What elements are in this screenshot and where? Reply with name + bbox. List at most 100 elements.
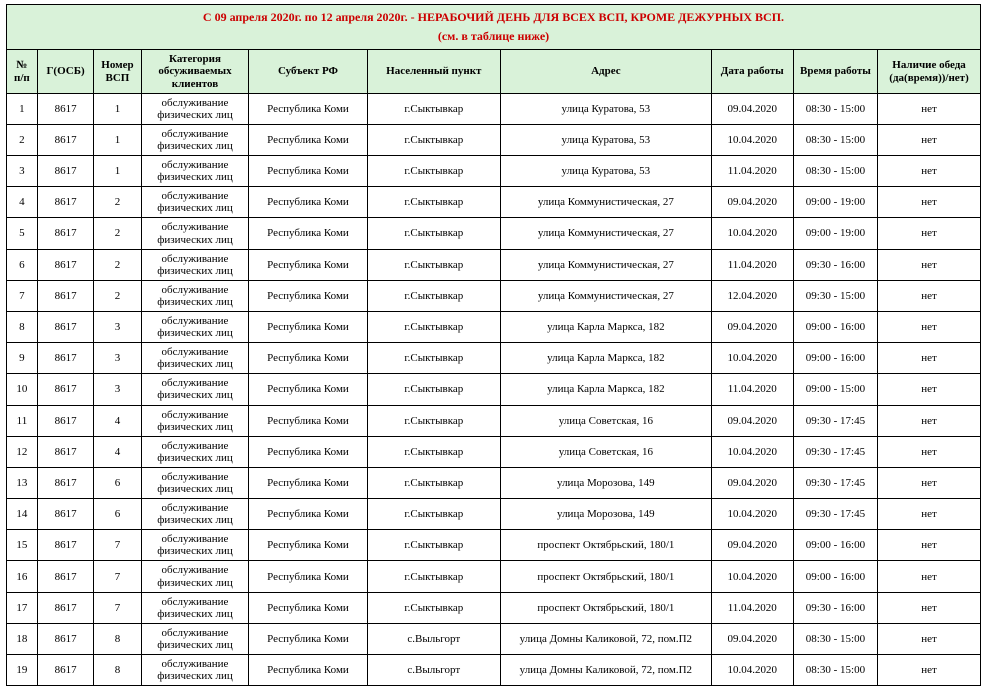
- cell-osb: 8617: [37, 530, 94, 561]
- cell-addr: проспект Октябрьский, 180/1: [501, 530, 712, 561]
- cell-lunch: нет: [878, 374, 981, 405]
- cell-num: 7: [7, 280, 38, 311]
- cell-osb: 8617: [37, 592, 94, 623]
- cell-num: 8: [7, 311, 38, 342]
- table-row: 1586177обслуживание физических лицРеспуб…: [7, 530, 981, 561]
- cell-num: 5: [7, 218, 38, 249]
- cell-vsp: 3: [94, 311, 141, 342]
- cell-subj: Республика Коми: [249, 187, 367, 218]
- cell-addr: улица Домны Каликовой, 72, пом.П2: [501, 655, 712, 686]
- table-row: 1786177обслуживание физических лицРеспуб…: [7, 592, 981, 623]
- cell-lunch: нет: [878, 436, 981, 467]
- cell-osb: 8617: [37, 374, 94, 405]
- cell-addr: улица Карла Маркса, 182: [501, 374, 712, 405]
- col-header-num: № п/п: [7, 50, 38, 93]
- cell-date: 10.04.2020: [711, 561, 793, 592]
- cell-subj: Республика Коми: [249, 343, 367, 374]
- cell-subj: Республика Коми: [249, 623, 367, 654]
- cell-time: 09:30 - 15:00: [793, 280, 877, 311]
- cell-num: 15: [7, 530, 38, 561]
- cell-osb: 8617: [37, 218, 94, 249]
- cell-time: 08:30 - 15:00: [793, 156, 877, 187]
- cell-lunch: нет: [878, 311, 981, 342]
- cell-date: 09.04.2020: [711, 623, 793, 654]
- cell-lunch: нет: [878, 623, 981, 654]
- cell-date: 09.04.2020: [711, 530, 793, 561]
- title-row-1: С 09 апреля 2020г. по 12 апреля 2020г. -…: [7, 5, 981, 28]
- cell-city: г.Сыктывкар: [367, 374, 501, 405]
- cell-lunch: нет: [878, 249, 981, 280]
- cell-num: 14: [7, 499, 38, 530]
- cell-vsp: 7: [94, 530, 141, 561]
- cell-num: 4: [7, 187, 38, 218]
- cell-subj: Республика Коми: [249, 655, 367, 686]
- table-row: 1986178обслуживание физических лицРеспуб…: [7, 655, 981, 686]
- cell-time: 09:00 - 19:00: [793, 187, 877, 218]
- cell-addr: улица Карла Маркса, 182: [501, 343, 712, 374]
- col-header-osb: Г(ОСБ): [37, 50, 94, 93]
- cell-num: 17: [7, 592, 38, 623]
- cell-vsp: 7: [94, 592, 141, 623]
- cell-addr: улица Коммунистическая, 27: [501, 218, 712, 249]
- cell-time: 09:30 - 16:00: [793, 592, 877, 623]
- cell-subj: Республика Коми: [249, 156, 367, 187]
- table-row: 1686177обслуживание физических лицРеспуб…: [7, 561, 981, 592]
- cell-date: 10.04.2020: [711, 343, 793, 374]
- cell-date: 09.04.2020: [711, 467, 793, 498]
- cell-cat: обслуживание физических лиц: [141, 592, 249, 623]
- cell-addr: проспект Октябрьский, 180/1: [501, 561, 712, 592]
- cell-num: 19: [7, 655, 38, 686]
- cell-time: 08:30 - 15:00: [793, 93, 877, 124]
- cell-vsp: 8: [94, 655, 141, 686]
- cell-time: 09:00 - 16:00: [793, 343, 877, 374]
- cell-date: 11.04.2020: [711, 592, 793, 623]
- cell-num: 18: [7, 623, 38, 654]
- cell-num: 1: [7, 93, 38, 124]
- cell-addr: улица Коммунистическая, 27: [501, 187, 712, 218]
- cell-vsp: 6: [94, 467, 141, 498]
- cell-subj: Республика Коми: [249, 93, 367, 124]
- cell-city: г.Сыктывкар: [367, 467, 501, 498]
- cell-osb: 8617: [37, 93, 94, 124]
- cell-cat: обслуживание физических лиц: [141, 218, 249, 249]
- cell-date: 09.04.2020: [711, 405, 793, 436]
- cell-addr: улица Коммунистическая, 27: [501, 280, 712, 311]
- cell-time: 09:00 - 19:00: [793, 218, 877, 249]
- cell-vsp: 4: [94, 436, 141, 467]
- cell-lunch: нет: [878, 467, 981, 498]
- cell-lunch: нет: [878, 124, 981, 155]
- cell-subj: Республика Коми: [249, 124, 367, 155]
- table-row: 686172обслуживание физических лицРеспубл…: [7, 249, 981, 280]
- cell-city: г.Сыктывкар: [367, 561, 501, 592]
- cell-subj: Республика Коми: [249, 561, 367, 592]
- cell-city: г.Сыктывкар: [367, 93, 501, 124]
- cell-osb: 8617: [37, 311, 94, 342]
- cell-vsp: 2: [94, 249, 141, 280]
- cell-osb: 8617: [37, 499, 94, 530]
- cell-date: 10.04.2020: [711, 218, 793, 249]
- cell-subj: Республика Коми: [249, 499, 367, 530]
- cell-addr: проспект Октябрьский, 180/1: [501, 592, 712, 623]
- cell-city: г.Сыктывкар: [367, 311, 501, 342]
- cell-vsp: 1: [94, 156, 141, 187]
- cell-city: с.Выльгорт: [367, 655, 501, 686]
- cell-lunch: нет: [878, 343, 981, 374]
- cell-time: 09:30 - 17:45: [793, 436, 877, 467]
- cell-addr: улица Морозова, 149: [501, 467, 712, 498]
- cell-osb: 8617: [37, 249, 94, 280]
- table-body: 186171обслуживание физических лицРеспубл…: [7, 93, 981, 686]
- cell-cat: обслуживание физических лиц: [141, 93, 249, 124]
- cell-time: 08:30 - 15:00: [793, 623, 877, 654]
- cell-addr: улица Коммунистическая, 27: [501, 249, 712, 280]
- table-row: 386171обслуживание физических лицРеспубл…: [7, 156, 981, 187]
- cell-cat: обслуживание физических лиц: [141, 156, 249, 187]
- cell-subj: Республика Коми: [249, 405, 367, 436]
- cell-time: 09:00 - 16:00: [793, 561, 877, 592]
- cell-city: с.Выльгорт: [367, 623, 501, 654]
- cell-osb: 8617: [37, 655, 94, 686]
- cell-date: 09.04.2020: [711, 311, 793, 342]
- cell-time: 09:00 - 15:00: [793, 374, 877, 405]
- cell-date: 10.04.2020: [711, 436, 793, 467]
- cell-cat: обслуживание физических лиц: [141, 124, 249, 155]
- cell-time: 09:30 - 17:45: [793, 467, 877, 498]
